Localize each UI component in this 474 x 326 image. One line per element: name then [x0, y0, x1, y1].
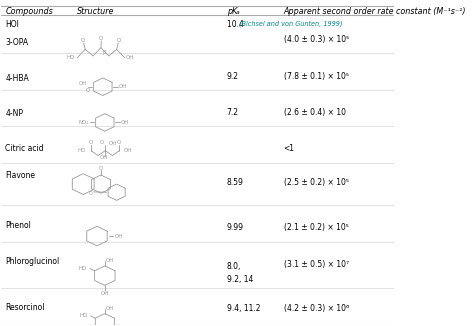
Text: O: O: [99, 36, 103, 41]
Text: 10.4: 10.4: [227, 20, 246, 29]
Text: Apparent second order rate constant (M⁻¹s⁻¹): Apparent second order rate constant (M⁻¹…: [283, 7, 466, 16]
Text: (Bichsel and von Gunten, 1999): (Bichsel and von Gunten, 1999): [239, 20, 343, 27]
Text: 4-HBA: 4-HBA: [5, 74, 29, 83]
Text: OH: OH: [120, 120, 129, 125]
Text: O: O: [86, 88, 91, 93]
Text: O: O: [117, 38, 121, 43]
Text: OH: OH: [109, 141, 118, 146]
Text: O: O: [89, 191, 92, 196]
Text: 9.4, 11.2: 9.4, 11.2: [227, 304, 260, 313]
Text: 4-NP: 4-NP: [5, 110, 23, 118]
Text: Compounds: Compounds: [5, 7, 53, 16]
Text: HO: HO: [80, 313, 88, 318]
Text: pK: pK: [227, 7, 237, 16]
Text: HO: HO: [78, 148, 86, 153]
Text: O: O: [117, 141, 121, 145]
Text: (2.1 ± 0.2) × 10⁵: (2.1 ± 0.2) × 10⁵: [283, 223, 348, 232]
Text: 9.2: 9.2: [227, 72, 238, 81]
Text: β: β: [103, 50, 106, 55]
Text: OH: OH: [126, 55, 134, 60]
Text: OH: OH: [79, 81, 87, 86]
Text: OH: OH: [106, 306, 114, 311]
Text: 3-OPA: 3-OPA: [5, 38, 28, 47]
Text: Phenol: Phenol: [5, 221, 31, 230]
Text: Structure: Structure: [77, 7, 115, 16]
Text: Flavone: Flavone: [5, 171, 36, 180]
Text: Resorcinol: Resorcinol: [5, 303, 45, 312]
Text: (2.5 ± 0.2) × 10⁵: (2.5 ± 0.2) × 10⁵: [283, 178, 349, 186]
Text: (2.6 ± 0.4) × 10: (2.6 ± 0.4) × 10: [283, 109, 346, 117]
Text: (4.0 ± 0.3) × 10⁵: (4.0 ± 0.3) × 10⁵: [283, 35, 349, 44]
Text: NO₂: NO₂: [79, 120, 89, 125]
Text: <1: <1: [283, 144, 295, 153]
Text: OH: OH: [114, 233, 123, 239]
Text: Citric acid: Citric acid: [5, 144, 44, 153]
Text: OH: OH: [100, 291, 109, 296]
Text: (3.1 ± 0.5) × 10⁷: (3.1 ± 0.5) × 10⁷: [283, 260, 349, 269]
Text: 9.99: 9.99: [227, 223, 244, 232]
Text: a: a: [235, 10, 239, 15]
Text: HO: HO: [67, 55, 75, 60]
Text: OH: OH: [100, 155, 108, 160]
Text: O: O: [81, 38, 85, 43]
Text: 8.59: 8.59: [227, 178, 244, 186]
Text: OH: OH: [106, 258, 114, 263]
Text: Phloroglucinol: Phloroglucinol: [5, 257, 60, 266]
Text: 7.2: 7.2: [227, 109, 238, 117]
Text: OH: OH: [118, 84, 127, 89]
Text: OH: OH: [124, 148, 132, 153]
Text: 8.0,
9.2, 14: 8.0, 9.2, 14: [227, 262, 253, 284]
Text: (4.2 ± 0.3) × 10⁶: (4.2 ± 0.3) × 10⁶: [283, 304, 349, 313]
Text: HOI: HOI: [5, 20, 19, 29]
Text: O: O: [99, 166, 103, 171]
Text: O: O: [89, 141, 93, 145]
Text: O: O: [100, 141, 104, 145]
Text: (7.8 ± 0.1) × 10⁵: (7.8 ± 0.1) × 10⁵: [283, 72, 349, 81]
Text: HO: HO: [79, 266, 87, 271]
